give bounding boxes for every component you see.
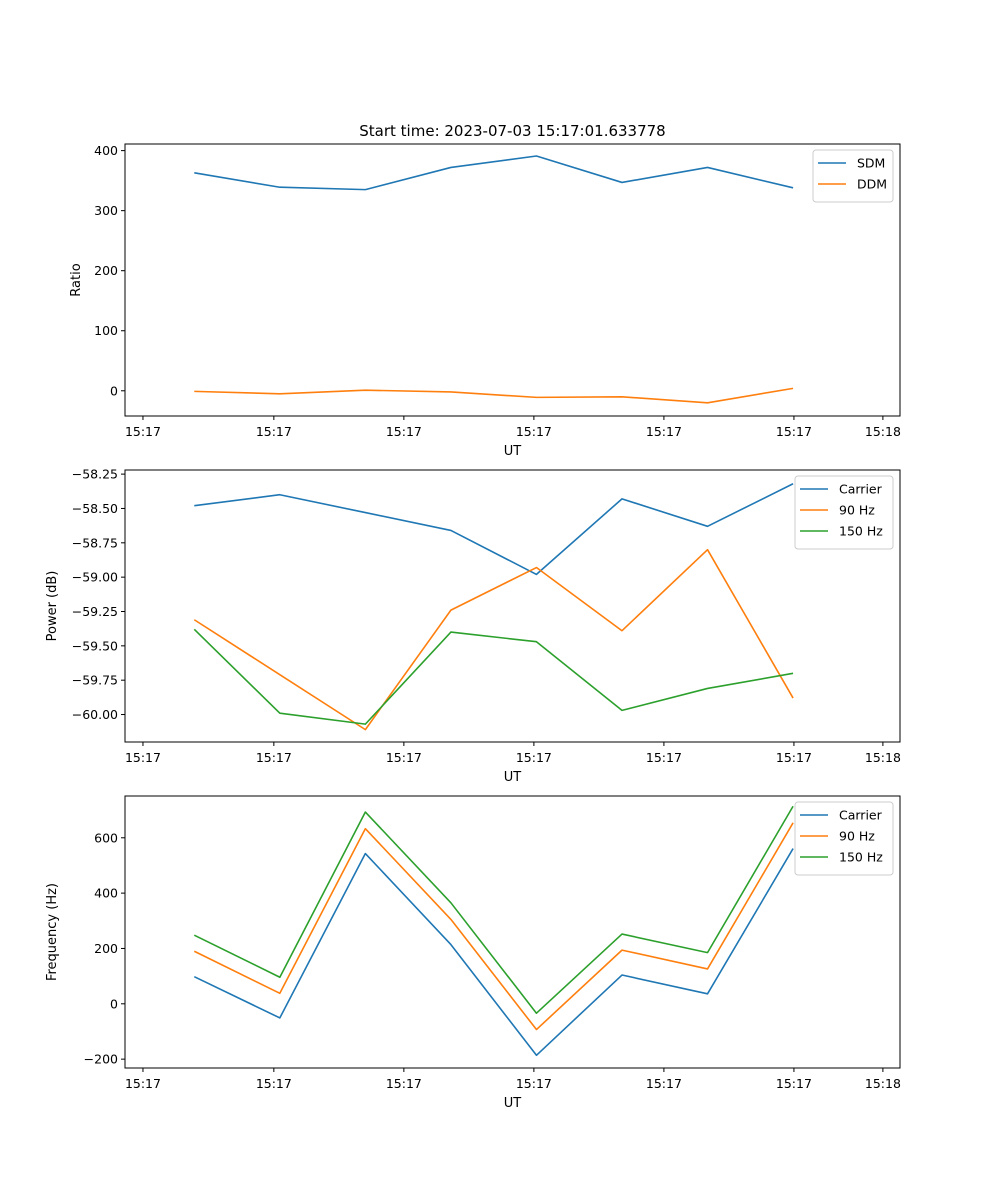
y-axis-label: Power (dB) <box>45 571 60 642</box>
series-line-sdm <box>194 155 794 191</box>
y-tick-label: 400 <box>94 886 118 901</box>
x-tick-label: 15:17 <box>386 750 422 765</box>
y-tick-label: 200 <box>94 941 118 956</box>
figure-title: Start time: 2023-07-03 15:17:01.633778 <box>359 122 665 140</box>
y-axis-label: Ratio <box>69 263 84 296</box>
legend-label: 90 Hz <box>839 829 875 844</box>
y-tick-label: 600 <box>94 830 118 845</box>
series-line-carrier <box>194 483 794 576</box>
x-tick-label: 15:17 <box>516 750 552 765</box>
x-tick-label: 15:17 <box>776 424 812 439</box>
x-axis-label: UT <box>504 770 522 785</box>
subplots: 0 100 200 300 400 15:17 15:17 15:17 15:17 15:17 15… <box>45 143 901 1111</box>
legend-label: Carrier <box>839 808 883 823</box>
y-tick-label: −59.75 <box>72 673 118 688</box>
subplot-3: −200 0 200 400 600 15:17 15:17 15:17 15:17 15:17 1… <box>45 795 901 1111</box>
x-tick-label: 15:17 <box>776 750 812 765</box>
legend-label: 150 Hz <box>839 850 883 865</box>
legend-label: 150 Hz <box>839 524 883 539</box>
x-tick-label: 15:17 <box>516 424 552 439</box>
y-tick-label: −59.00 <box>72 570 118 585</box>
series-line-ddm <box>194 387 794 404</box>
x-tick-label: 15:17 <box>386 1076 422 1091</box>
y-tick-label: 0 <box>110 996 118 1011</box>
legend-label: SDM <box>857 156 885 171</box>
axes-frame <box>124 795 901 1069</box>
y-axis-label: Frequency (Hz) <box>45 883 60 981</box>
x-axis-label: UT <box>504 444 522 459</box>
axes-frame <box>124 143 901 417</box>
x-tick-label: 15:17 <box>125 424 161 439</box>
x-tick-label: 15:18 <box>865 1076 901 1091</box>
legend-label: 90 Hz <box>839 503 875 518</box>
legend-label: DDM <box>857 177 887 192</box>
x-tick-label: 15:17 <box>386 424 422 439</box>
y-tick-label: 300 <box>94 203 118 218</box>
x-tick-label: 15:17 <box>256 750 292 765</box>
x-tick-label: 15:17 <box>646 424 682 439</box>
series-line-150-hz <box>193 628 794 725</box>
y-tick-label: −58.50 <box>72 501 118 516</box>
y-tick-label: −58.75 <box>72 535 118 550</box>
x-tick-label: 15:18 <box>865 424 901 439</box>
y-tick-label: 400 <box>94 143 118 158</box>
x-tick-label: 15:17 <box>125 750 161 765</box>
x-tick-label: 15:17 <box>646 1076 682 1091</box>
series-line-150-hz <box>193 805 794 1015</box>
series-line-90-hz <box>193 548 794 731</box>
y-tick-label: −59.50 <box>72 638 118 653</box>
y-tick-label: 100 <box>94 323 118 338</box>
x-tick-label: 15:18 <box>865 750 901 765</box>
x-tick-label: 15:17 <box>256 424 292 439</box>
y-tick-label: −60.00 <box>72 707 118 722</box>
y-tick-label: 0 <box>110 383 118 398</box>
series-line-carrier <box>193 848 794 1057</box>
x-tick-label: 15:17 <box>646 750 682 765</box>
axes-frame <box>124 469 901 743</box>
subplot-2: −60.00 −59.75 −59.50 −59.25 −59.00 −58.75 −58.… <box>45 467 901 785</box>
y-tick-label: 200 <box>94 263 118 278</box>
legend-label: Carrier <box>839 482 883 497</box>
series-line-90-hz <box>193 822 794 1031</box>
x-tick-label: 15:17 <box>125 1076 161 1091</box>
x-axis-label: UT <box>504 1096 522 1111</box>
y-tick-label: −59.25 <box>72 604 118 619</box>
x-tick-label: 15:17 <box>256 1076 292 1091</box>
subplot-1: 0 100 200 300 400 15:17 15:17 15:17 15:17 15:17 15… <box>69 143 901 459</box>
y-tick-label: −200 <box>84 1052 118 1067</box>
x-tick-label: 15:17 <box>776 1076 812 1091</box>
y-tick-label: −58.25 <box>72 467 118 482</box>
x-tick-label: 15:17 <box>516 1076 552 1091</box>
